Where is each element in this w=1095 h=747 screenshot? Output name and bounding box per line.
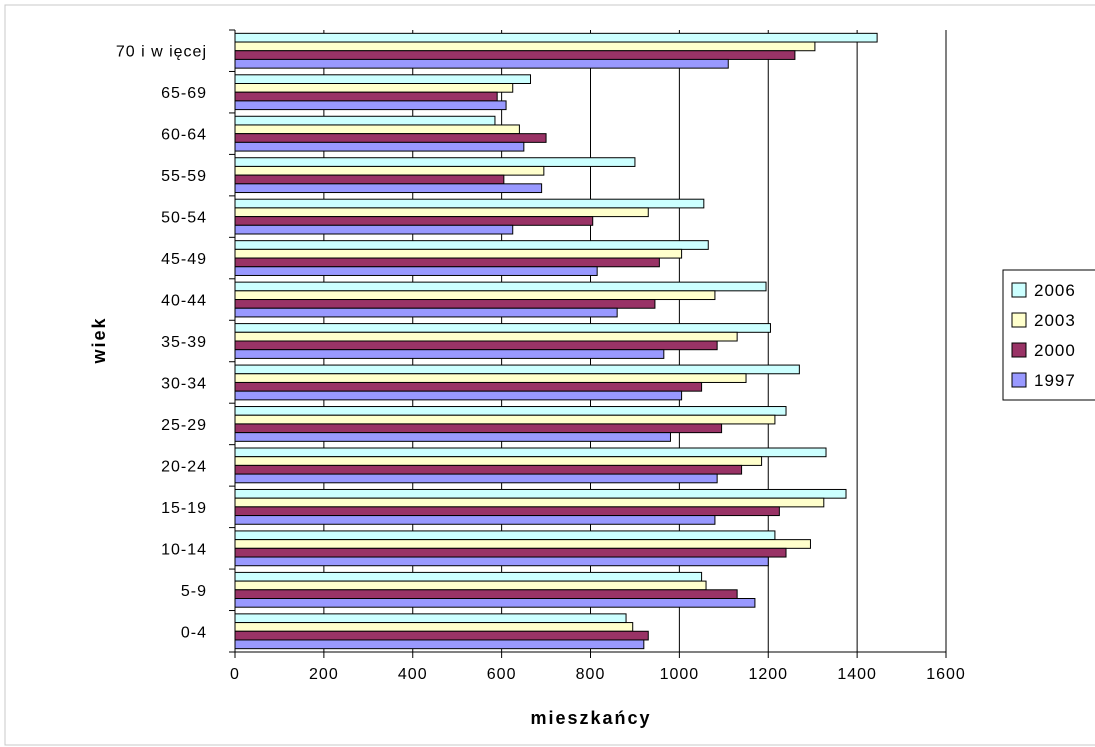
y-tick-label: 25-29 xyxy=(161,417,207,434)
y-tick-label: 35-39 xyxy=(161,334,207,351)
bar xyxy=(234,580,707,591)
legend-label: 2003 xyxy=(1034,311,1076,330)
y-tick-label: 10-14 xyxy=(161,541,207,558)
y-tick-label: 50-54 xyxy=(161,210,207,227)
bar xyxy=(234,547,787,558)
bar xyxy=(234,174,505,185)
x-tick-label: 1000 xyxy=(660,666,700,683)
x-tick-label: 1400 xyxy=(837,666,877,683)
bar xyxy=(234,473,718,484)
bar xyxy=(234,373,747,383)
bar xyxy=(234,157,636,167)
bar xyxy=(234,281,767,292)
bar xyxy=(234,613,627,624)
y-tick-label: 55-59 xyxy=(161,168,207,185)
y-tick-label: 30-34 xyxy=(161,375,207,392)
x-tick-label: 0 xyxy=(230,666,240,683)
bar xyxy=(234,100,507,111)
bar xyxy=(234,323,771,333)
bar xyxy=(234,506,780,517)
x-tick-label: 1200 xyxy=(748,666,788,683)
x-tick-label: 600 xyxy=(487,666,517,683)
bar xyxy=(234,32,878,43)
bar xyxy=(234,183,543,194)
legend: 2006 2003 2000 1997 xyxy=(1002,269,1095,401)
legend-swatch xyxy=(1011,282,1027,298)
bar xyxy=(234,216,594,226)
bar xyxy=(234,198,705,209)
bar xyxy=(234,207,649,218)
bar xyxy=(234,257,660,268)
bar xyxy=(234,571,703,582)
y-tick-label: 40-44 xyxy=(161,293,207,310)
bar xyxy=(234,141,525,152)
bar xyxy=(234,390,683,401)
y-tick-label: 45-49 xyxy=(161,251,207,268)
bar xyxy=(234,515,716,525)
bar xyxy=(234,83,514,93)
bar xyxy=(234,622,634,632)
y-tick-label: 20-24 xyxy=(161,458,207,475)
bar xyxy=(234,299,656,309)
bar xyxy=(234,598,756,608)
legend-swatch xyxy=(1011,372,1027,388)
bar xyxy=(234,414,776,425)
x-tick-label: 400 xyxy=(398,666,428,683)
bar xyxy=(234,41,816,52)
bar xyxy=(234,331,738,342)
bar xyxy=(234,124,520,135)
bar xyxy=(234,290,716,301)
bar xyxy=(234,58,729,69)
bar xyxy=(234,423,723,434)
bar xyxy=(234,432,671,442)
y-tick-label: 0-4 xyxy=(181,624,207,641)
bar xyxy=(234,91,498,102)
y-tick-label: 15-19 xyxy=(161,500,207,517)
bar xyxy=(234,307,618,318)
x-axis-title: mieszkańcy xyxy=(530,708,651,728)
bar xyxy=(234,240,709,250)
bar xyxy=(234,224,514,235)
bar xyxy=(234,539,811,549)
bar xyxy=(234,50,796,60)
bar xyxy=(234,349,665,359)
bar xyxy=(234,639,645,650)
bar xyxy=(234,133,547,143)
bar xyxy=(234,340,718,351)
bars xyxy=(234,32,878,650)
bar xyxy=(234,497,825,508)
bar xyxy=(234,381,703,392)
y-tick-label: 70 i w ięcej xyxy=(116,44,207,61)
bar xyxy=(234,406,787,416)
bar xyxy=(234,556,769,567)
x-tick-label: 800 xyxy=(576,666,606,683)
legend-label: 2000 xyxy=(1034,341,1076,360)
y-tick-label: 60-64 xyxy=(161,127,207,144)
bar xyxy=(234,630,649,641)
bar xyxy=(234,589,738,599)
bar xyxy=(234,364,800,375)
bar xyxy=(234,488,847,499)
bar xyxy=(234,248,683,259)
x-tick-label: 1600 xyxy=(926,666,966,683)
y-tick-label: 5-9 xyxy=(181,583,207,600)
y-tick-label: 65-69 xyxy=(161,85,207,102)
legend-swatch xyxy=(1011,342,1027,358)
bar xyxy=(234,530,776,541)
legend-swatch xyxy=(1011,312,1027,328)
y-axis-title: wiek xyxy=(89,316,109,364)
bar xyxy=(234,456,763,466)
bar xyxy=(234,74,532,85)
bar xyxy=(234,464,743,475)
legend-label: 1997 xyxy=(1034,371,1076,390)
bar xyxy=(234,165,545,176)
x-tick-label: 200 xyxy=(309,666,339,683)
legend-label: 2006 xyxy=(1034,281,1076,300)
axes xyxy=(229,29,947,658)
bar xyxy=(234,115,496,126)
bar xyxy=(234,266,598,276)
tick-labels: 0 200 400 600 800 1000 1200 1400 1600 0-4 5-9 10-14… xyxy=(116,44,966,683)
bar xyxy=(234,447,827,458)
